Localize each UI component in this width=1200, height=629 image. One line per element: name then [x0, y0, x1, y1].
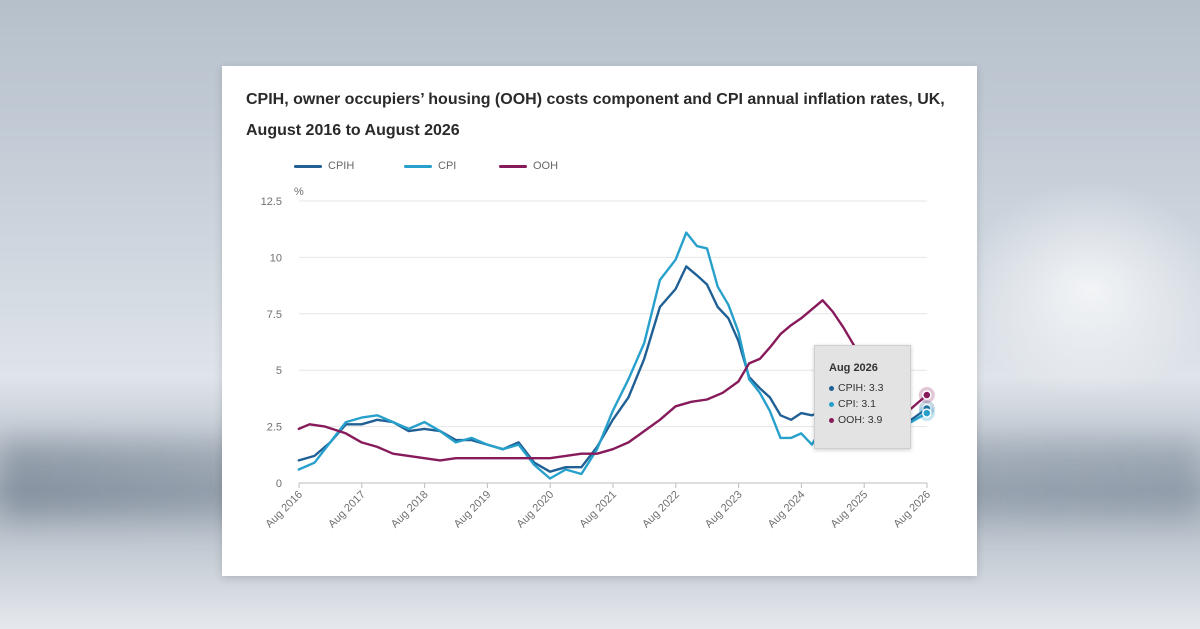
line-chart: 0 2.5 5 7.5 10 12.5% Aug 2016 Aug 2017 Aug 2018 A…	[261, 186, 935, 531]
tooltip-value-ooh: OOH: 3.9	[838, 414, 883, 426]
x-tick-label: Aug 2025	[829, 489, 871, 531]
y-tick-label: 10	[270, 252, 282, 264]
tooltip-dot-cpih	[829, 385, 834, 391]
legend-label-cpih: CPIH	[328, 160, 355, 172]
tooltip-row-cpih: CPIH: 3.3	[829, 382, 884, 394]
legend-item-ooh[interactable]: OOH	[499, 160, 558, 172]
chart-title: CPIH, owner occupiers’ housing (OOH) cos…	[246, 91, 945, 139]
tooltip-value-cpi: CPI: 3.1	[838, 398, 876, 410]
y-tick-label: 0	[276, 478, 282, 490]
tooltip-dot-ooh	[829, 417, 834, 423]
x-tick-label: Aug 2026	[891, 489, 933, 531]
x-tick-label: Aug 2022	[640, 489, 682, 531]
chart-card: CPIH, owner occupiers’ housing (OOH) cos…	[222, 66, 977, 576]
legend-swatch-ooh	[499, 164, 527, 168]
x-tick-label: Aug 2019	[452, 489, 494, 531]
legend-swatch-cpi	[404, 164, 432, 168]
tooltip-value-cpih: CPIH: 3.3	[838, 382, 884, 394]
tooltip-row-cpi: CPI: 3.1	[829, 398, 876, 410]
hover-tooltip: Aug 2026 CPIH: 3.3 CPI: 3.1 OOH: 3.9	[814, 345, 911, 449]
y-axis-label: %	[294, 186, 304, 198]
x-tick-label: Aug 2023	[703, 489, 745, 531]
y-tick-label: 7.5	[267, 309, 282, 321]
x-tick-label: Aug 2020	[515, 489, 557, 531]
legend-label-cpi: CPI	[438, 160, 457, 172]
x-tick-label: Aug 2018	[389, 489, 431, 531]
legend-item-cpi[interactable]: CPI	[404, 160, 456, 172]
x-tick-label: Aug 2024	[766, 489, 808, 531]
tooltip-row-ooh: OOH: 3.9	[829, 414, 882, 426]
y-tick-label: 2.5	[267, 422, 282, 434]
hover-marker-cpi	[922, 408, 932, 418]
tooltip-title: Aug 2026	[829, 362, 878, 374]
tooltip-dot-cpi	[829, 401, 834, 407]
x-tick-label: Aug 2017	[326, 489, 368, 531]
y-tick-label: 12.5	[261, 196, 282, 208]
legend-label-ooh: OOH	[533, 160, 559, 172]
legend-item-cpih[interactable]: CPIH	[294, 160, 354, 172]
y-tick-label: 5	[276, 365, 282, 377]
x-tick-label: Aug 2021	[577, 489, 619, 531]
hover-marker-ooh	[922, 390, 932, 400]
legend-swatch-cpih	[294, 164, 322, 168]
x-tick-label: Aug 2016	[263, 489, 305, 531]
series-line-ooh	[297, 299, 928, 462]
background-highlight	[960, 180, 1200, 400]
